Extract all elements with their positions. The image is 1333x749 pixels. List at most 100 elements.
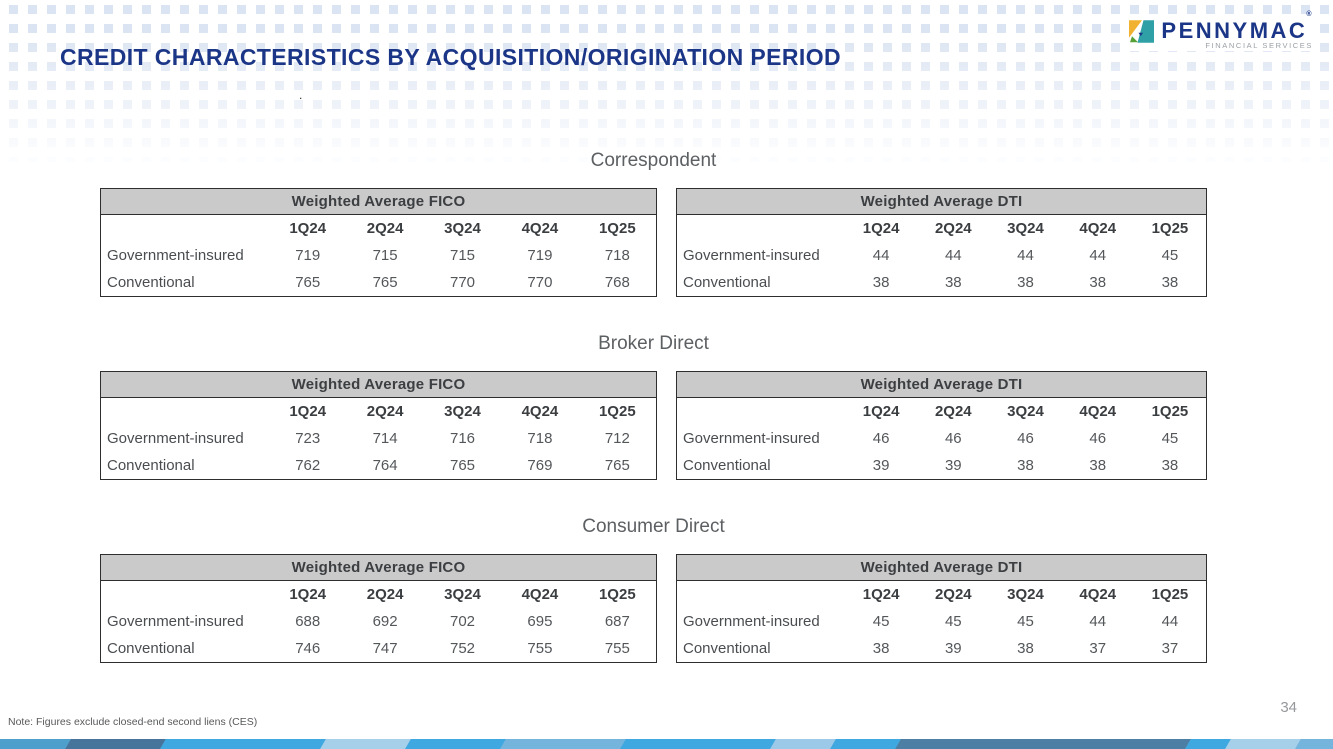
value-cell: 764 [372, 457, 398, 474]
value-cell: 37 [1161, 640, 1179, 657]
value-cell: 695 [527, 613, 553, 630]
section-title: Correspondent [590, 150, 717, 171]
value-cell: 687 [604, 613, 630, 630]
value-cell: 38 [1017, 640, 1034, 657]
logo-brand-text: PENNYMAC® [1161, 11, 1314, 43]
value-cell: 715 [372, 247, 398, 264]
value-cell: 38 [1089, 457, 1107, 474]
quarter-header: 1Q24 [289, 220, 327, 237]
row-label: Conventional [683, 457, 771, 474]
value-cell: 762 [295, 457, 321, 474]
footer-bar-segment [500, 739, 626, 749]
quarter-header: 3Q24 [1007, 220, 1044, 237]
value-cell: 723 [295, 430, 321, 447]
value-cell: 45 [1161, 247, 1179, 264]
footer-bar-segment [1185, 739, 1231, 749]
value-cell: 765 [604, 457, 630, 474]
value-cell: 718 [527, 430, 553, 447]
row-label: Government-insured [107, 613, 244, 630]
value-cell: 38 [1017, 457, 1034, 474]
value-cell: 37 [1089, 640, 1107, 657]
value-cell: 45 [944, 613, 962, 630]
value-cell: 38 [872, 274, 890, 291]
footer-bar-segment [895, 739, 1191, 749]
table-title: Weighted Average FICO [101, 372, 656, 398]
value-cell: 46 [1089, 430, 1107, 447]
table-row: Conventional 746 747 752 755 755 [101, 635, 656, 662]
registered-mark: ® [1306, 11, 1314, 18]
stray-period: . [299, 88, 303, 102]
table-row: Government-insured 719 715 715 719 718 [101, 242, 656, 269]
value-cell: 755 [604, 640, 630, 657]
page-title: CREDIT CHARACTERISTICS BY ACQUISITION/OR… [60, 44, 842, 70]
pennymac-logo: PENNYMAC® FINANCIAL SERVICES [1123, 11, 1319, 51]
section-title: Broker Direct [598, 333, 709, 354]
section-broker-direct: Broker Direct Weighted Average FICO 1Q24… [100, 333, 1207, 480]
footer-bar [0, 739, 1333, 749]
table-header-row: 1Q24 2Q24 3Q24 4Q24 1Q25 [677, 215, 1206, 242]
value-cell: 46 [872, 430, 890, 447]
table-header-row: 1Q24 2Q24 3Q24 4Q24 1Q25 [101, 215, 656, 242]
row-label: Government-insured [107, 247, 244, 264]
value-cell: 44 [1017, 247, 1034, 264]
table-title: Weighted Average DTI [677, 555, 1206, 581]
fico-table: Weighted Average FICO 1Q24 2Q24 3Q24 4Q2… [100, 188, 657, 297]
value-cell: 770 [450, 274, 476, 291]
footer-bar-segment [1295, 739, 1333, 749]
value-cell: 714 [372, 430, 398, 447]
quarter-header: 3Q24 [1007, 403, 1044, 420]
row-label: Conventional [107, 274, 195, 291]
fico-table: Weighted Average FICO 1Q24 2Q24 3Q24 4Q2… [100, 371, 657, 480]
table-header-row: 1Q24 2Q24 3Q24 4Q24 1Q25 [677, 398, 1206, 425]
value-cell: 39 [944, 640, 962, 657]
quarter-header: 2Q24 [934, 403, 972, 420]
value-cell: 38 [1161, 457, 1179, 474]
row-label: Government-insured [683, 613, 820, 630]
value-cell: 44 [944, 247, 962, 264]
value-cell: 712 [604, 430, 630, 447]
quarter-header: 1Q24 [862, 220, 900, 237]
quarter-header: 1Q24 [289, 586, 327, 603]
table-row: Conventional 39 39 38 38 38 [677, 452, 1206, 479]
footer-bar-segment [1225, 739, 1301, 749]
table-title: Weighted Average DTI [677, 372, 1206, 398]
footer-bar-segment [770, 739, 836, 749]
table-row: Conventional 762 764 765 769 765 [101, 452, 656, 479]
pennymac-mark-icon [1129, 19, 1155, 43]
table-row: Government-insured 45 45 45 44 44 [677, 608, 1206, 635]
section-correspondent: Correspondent Weighted Average FICO 1Q24… [100, 150, 1207, 297]
table-header-row: 1Q24 2Q24 3Q24 4Q24 1Q25 [677, 581, 1206, 608]
footer-bar-segment [830, 739, 901, 749]
quarter-header: 2Q24 [934, 586, 972, 603]
sections-container: Correspondent Weighted Average FICO 1Q24… [100, 150, 1207, 699]
value-cell: 769 [527, 457, 553, 474]
row-label: Government-insured [107, 430, 244, 447]
value-cell: 765 [450, 457, 476, 474]
quarter-header: 3Q24 [1007, 586, 1044, 603]
footer-bar-segment [620, 739, 776, 749]
footer-bar-segment [0, 739, 71, 749]
value-cell: 755 [527, 640, 553, 657]
value-cell: 719 [295, 247, 321, 264]
value-cell: 44 [872, 247, 890, 264]
quarter-header: 2Q24 [366, 403, 404, 420]
value-cell: 719 [527, 247, 553, 264]
quarter-header: 4Q24 [521, 403, 559, 420]
quarter-header: 1Q25 [598, 586, 636, 603]
value-cell: 44 [1089, 247, 1107, 264]
value-cell: 746 [295, 640, 321, 657]
value-cell: 38 [944, 274, 962, 291]
value-cell: 45 [1017, 613, 1034, 630]
quarter-header: 4Q24 [1079, 220, 1117, 237]
quarter-header: 1Q25 [1151, 586, 1189, 603]
value-cell: 46 [1017, 430, 1034, 447]
value-cell: 768 [604, 274, 630, 291]
row-label: Conventional [683, 274, 771, 291]
value-cell: 702 [450, 613, 476, 630]
table-header-row: 1Q24 2Q24 3Q24 4Q24 1Q25 [101, 581, 656, 608]
value-cell: 45 [872, 613, 890, 630]
footer-bar-segment [405, 739, 506, 749]
quarter-header: 1Q25 [1151, 403, 1189, 420]
table-title: Weighted Average DTI [677, 189, 1206, 215]
quarter-header: 1Q25 [1151, 220, 1189, 237]
